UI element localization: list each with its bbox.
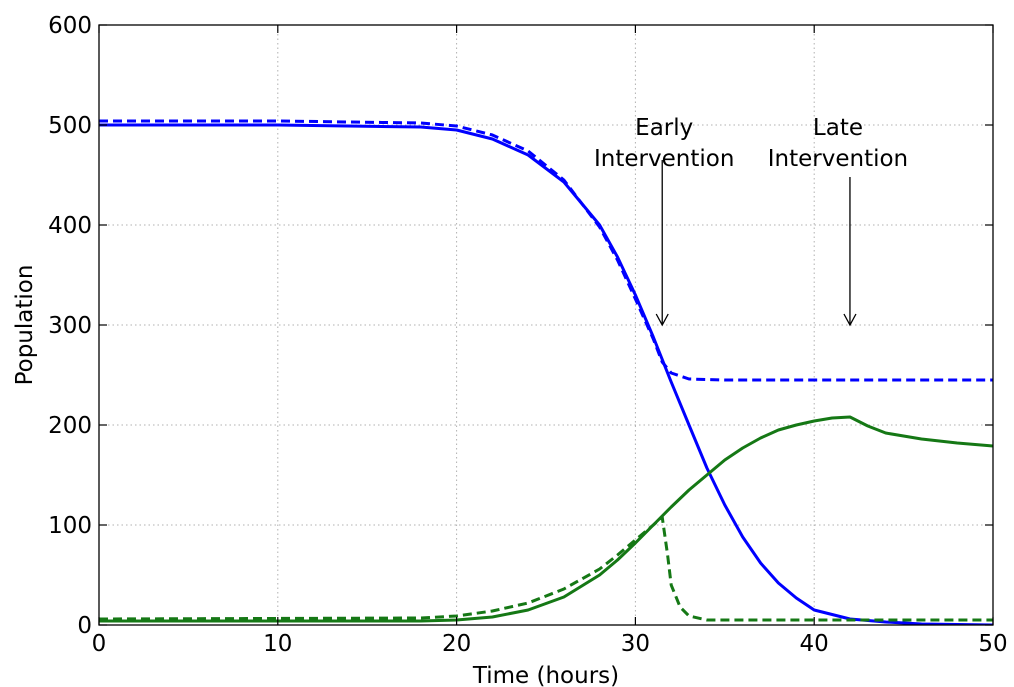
series-line-0-solid [99, 123, 993, 625]
annotation-arrowhead-1 [843, 313, 857, 327]
annotation-text-1-1: Intervention [768, 146, 908, 172]
x-tick-label: 0 [92, 631, 107, 657]
x-tick-label: 10 [263, 631, 292, 657]
x-axis-label: Time (hours) [472, 663, 619, 687]
y-tick-label: 600 [48, 13, 92, 39]
y-tick-label: 0 [77, 613, 92, 639]
y-axis-label: Population [12, 265, 38, 386]
x-tick-label: 40 [800, 631, 829, 657]
series-line-3-dashed [99, 515, 993, 622]
y-tick-label: 500 [48, 113, 92, 139]
y-tick-label: 300 [48, 313, 92, 339]
series-line-2-solid [99, 415, 993, 623]
annotation-text-1-0: Late [813, 115, 863, 141]
series-line-1-dashed [99, 119, 993, 382]
annotation-arrowhead-0 [655, 313, 669, 327]
series-layer [99, 119, 993, 625]
annotation-text-0-0: Early [635, 115, 693, 141]
x-tick-label: 30 [621, 631, 650, 657]
annotation-text-0-1: Intervention [594, 146, 734, 172]
x-tick-label: 50 [978, 631, 1007, 657]
x-tick-label: 20 [442, 631, 471, 657]
annotations: Early Intervention Late Intervention [594, 115, 908, 327]
y-tick-label: 100 [48, 513, 92, 539]
y-tick-label: 200 [48, 413, 92, 439]
y-tick-label: 400 [48, 213, 92, 239]
